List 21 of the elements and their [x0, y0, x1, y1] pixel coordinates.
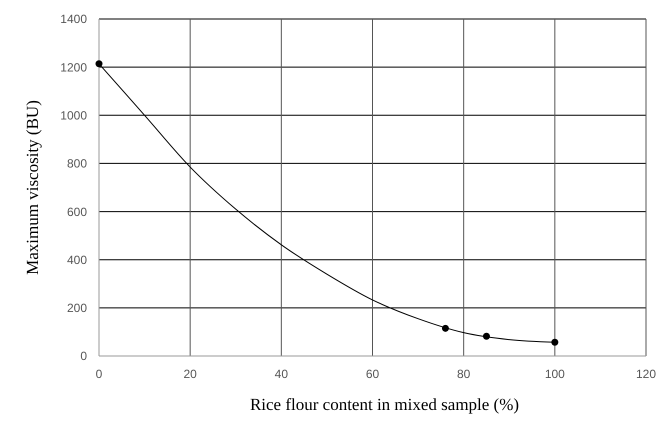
y-tick-label: 800 [66, 156, 88, 171]
y-tick-label: 1200 [60, 60, 88, 74]
x-tick-label: 80 [456, 367, 471, 381]
y-tick-label: 200 [66, 301, 88, 316]
y-tick-label: 600 [66, 204, 88, 219]
point [482, 332, 490, 340]
x-tick-label: 120 [636, 367, 656, 381]
y-tick-label: 0 [80, 349, 88, 364]
x-tick-label: 0 [96, 367, 103, 381]
y-tick-label: 1400 [60, 12, 88, 26]
x-tick-label: 20 [183, 367, 198, 381]
point [96, 60, 102, 68]
x-tick-label: 60 [366, 367, 380, 381]
point [551, 338, 558, 346]
y-tick-label: 400 [66, 252, 88, 267]
y-tick-label: 1000 [60, 108, 88, 122]
x-tick-label: 40 [274, 367, 288, 381]
y-axis-title: Maximum viscosity (BU) [23, 100, 42, 275]
x-axis-title: Rice flour content in mixed sample (%) [250, 395, 520, 414]
x-tick-label: 100 [544, 367, 566, 381]
point [442, 324, 449, 332]
